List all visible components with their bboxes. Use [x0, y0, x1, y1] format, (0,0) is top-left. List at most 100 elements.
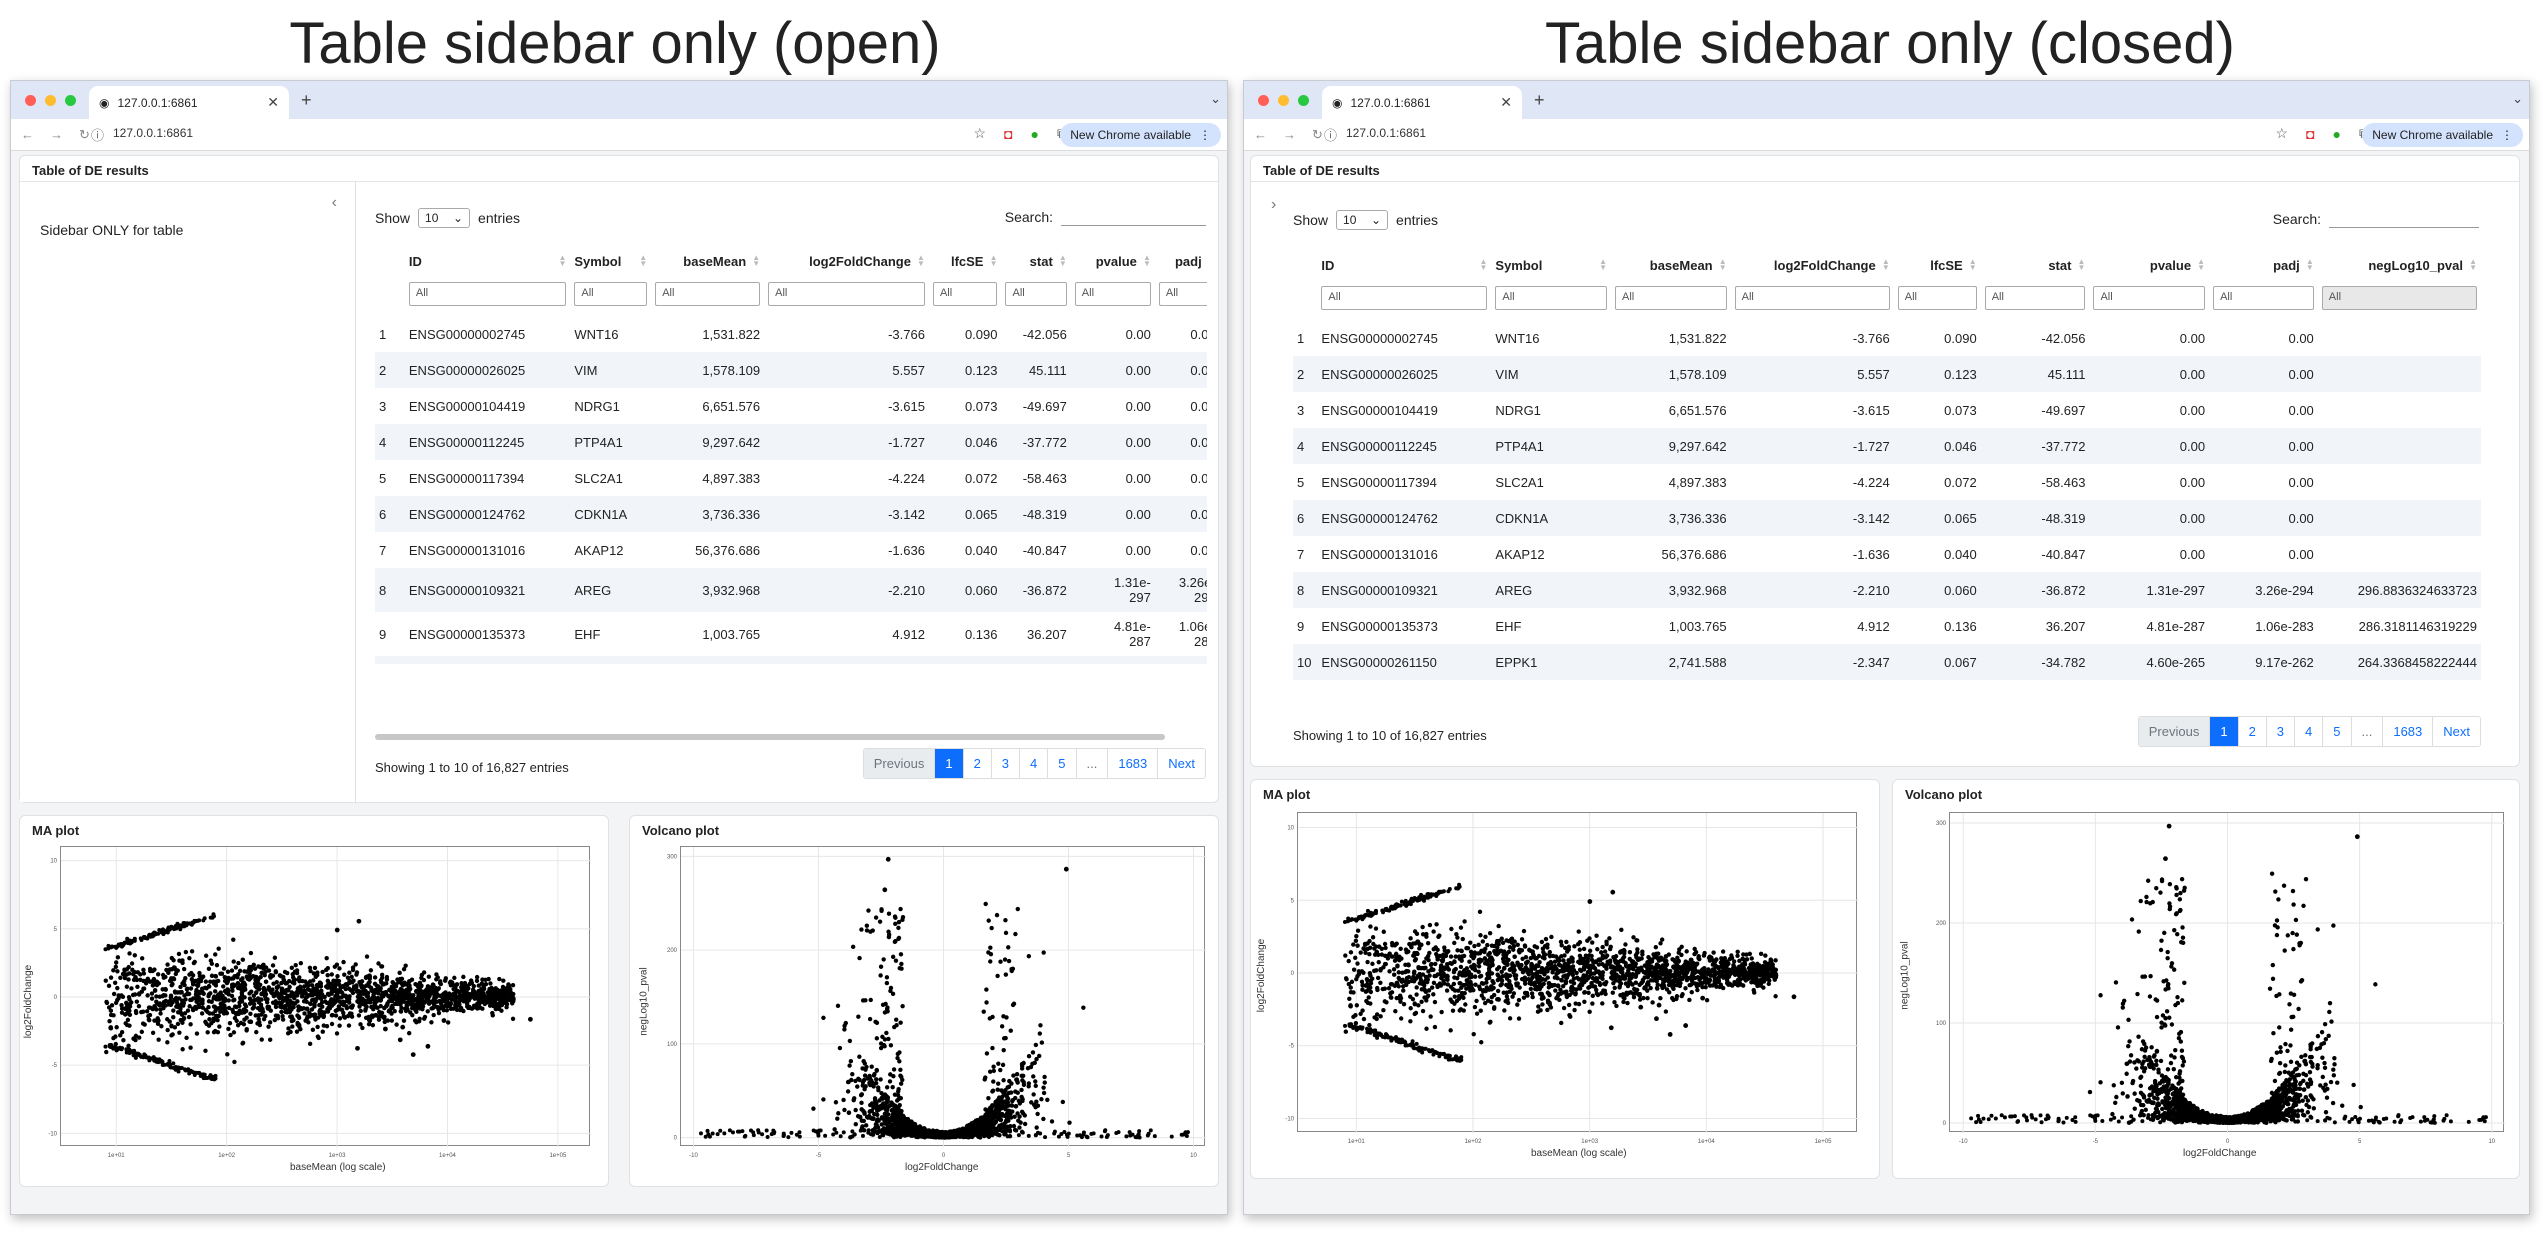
- column-header-Symbol[interactable]: Symbol ▲ ▼: [570, 244, 651, 278]
- filter-input-Symbol[interactable]: All: [1495, 286, 1608, 310]
- column-header-lfcSE[interactable]: lfcSE ▲ ▼: [929, 244, 1002, 278]
- column-header-negLog10_pval[interactable]: negLog10_pval ▲ ▼: [2318, 248, 2481, 282]
- filter-input-ID[interactable]: All: [1321, 286, 1488, 310]
- filter-input-stat[interactable]: All: [1984, 286, 2086, 310]
- column-header-padj[interactable]: padj▲▼: [1155, 244, 1207, 278]
- page-length-select[interactable]: 10 ⌄: [1336, 210, 1389, 230]
- forward-icon[interactable]: →: [50, 127, 63, 142]
- table-row[interactable]: 4 ENSG00000112245 PTP4A1 9,297.642 -1.727 0.0…: [375, 424, 1207, 460]
- previous-page-button[interactable]: Previous: [863, 749, 935, 778]
- table-row[interactable]: 9 ENSG00000135373 EHF 1,003.765 4.912 0.136 36…: [375, 612, 1207, 656]
- filter-input-lfcSE[interactable]: All: [1897, 286, 1977, 310]
- close-tab-icon[interactable]: ✕: [1500, 94, 1512, 110]
- filter-input-padj[interactable]: All: [1158, 282, 1207, 306]
- table-row[interactable]: 6 ENSG00000124762 CDKN1A 3,736.336 -3.142 0.0…: [1293, 500, 2481, 536]
- reload-icon[interactable]: ↻: [79, 127, 90, 142]
- close-window-button[interactable]: [1258, 95, 1269, 106]
- page-5-button[interactable]: 5: [1047, 749, 1076, 778]
- filter-input-log2FoldChange[interactable]: All: [1734, 286, 1890, 310]
- column-header-pvalue[interactable]: pvalue ▲ ▼: [2089, 248, 2209, 282]
- close-tab-icon[interactable]: ✕: [267, 94, 279, 110]
- bookmark-star-icon[interactable]: ☆: [973, 125, 987, 141]
- zoom-window-button[interactable]: [1298, 95, 1309, 106]
- filter-input-negLog10_pval[interactable]: All: [2321, 286, 2477, 310]
- column-header-stat[interactable]: stat ▲ ▼: [1981, 248, 2090, 282]
- table-row[interactable]: 2 ENSG00000026025 VIM 1,578.109 5.557 0.123 45…: [1293, 356, 2481, 392]
- page-1683-button[interactable]: 1683: [1107, 749, 1158, 778]
- table-row[interactable]: 8 ENSG00000109321 AREG 3,932.968 -2.210 0.060…: [375, 568, 1207, 612]
- column-header-stat[interactable]: stat ▲ ▼: [1001, 244, 1070, 278]
- minimize-window-button[interactable]: [1278, 95, 1289, 106]
- filter-input-baseMean[interactable]: All: [655, 282, 761, 306]
- page-length-select[interactable]: 10 ⌄: [418, 208, 471, 228]
- new-tab-icon[interactable]: +: [301, 90, 312, 110]
- table-row[interactable]: 4 ENSG00000112245 PTP4A1 9,297.642 -1.727 0.0…: [1293, 428, 2481, 464]
- back-icon[interactable]: ←: [1254, 127, 1267, 142]
- url-text[interactable]: 127.0.0.1:6861: [1346, 126, 1427, 140]
- new-chrome-available-button[interactable]: New Chrome available ⋮: [1060, 123, 1221, 147]
- column-header-log2FoldChange[interactable]: log2FoldChange ▲ ▼: [1731, 248, 1894, 282]
- page-3-button[interactable]: 3: [990, 749, 1020, 778]
- column-header-ID[interactable]: ID ▲ ▼: [405, 244, 571, 278]
- search-input[interactable]: [2329, 210, 2479, 228]
- new-tab-icon[interactable]: +: [1534, 90, 1545, 110]
- site-info-icon[interactable]: ⓘ: [1324, 128, 1338, 143]
- column-header-lfcSE[interactable]: lfcSE ▲ ▼: [1894, 248, 1981, 282]
- zoom-window-button[interactable]: [65, 95, 76, 106]
- column-header-pvalue[interactable]: pvalue ▲ ▼: [1071, 244, 1155, 278]
- column-header-log2FoldChange[interactable]: log2FoldChange ▲ ▼: [764, 244, 929, 278]
- table-row[interactable]: 1 ENSG00000002745 WNT16 1,531.822 -3.766 0.09…: [1293, 320, 2481, 356]
- page-5-button[interactable]: 5: [2322, 717, 2351, 746]
- expand-sidebar-chevron-icon[interactable]: ›: [1271, 196, 1277, 213]
- table-row[interactable]: 5 ENSG00000117394 SLC2A1 4,897.383 -4.224 0.0…: [375, 460, 1207, 496]
- next-page-button[interactable]: Next: [1157, 749, 1205, 778]
- table-row[interactable]: 8 ENSG00000109321 AREG 3,932.968 -2.210 0.060…: [1293, 572, 2481, 608]
- table-row[interactable]: 10ENSG00000261150EPPK12,741.588-2.3470.0…: [375, 656, 1207, 664]
- tab-search-icon[interactable]: ⌄: [1210, 91, 1221, 106]
- page-1683-button[interactable]: 1683: [2382, 717, 2433, 746]
- new-chrome-available-button[interactable]: New Chrome available ⋮: [2362, 123, 2523, 147]
- filter-input-baseMean[interactable]: All: [1615, 286, 1727, 310]
- close-window-button[interactable]: [25, 95, 36, 106]
- browser-tab[interactable]: ◉ 127.0.0.1:6861 ✕: [89, 86, 289, 119]
- filter-input-padj[interactable]: All: [2213, 286, 2314, 310]
- bookmark-star-icon[interactable]: ☆: [2275, 125, 2289, 141]
- column-header-padj[interactable]: padj▲▼: [2209, 248, 2318, 282]
- forward-icon[interactable]: →: [1283, 127, 1296, 142]
- table-row[interactable]: 6 ENSG00000124762 CDKN1A 3,736.336 -3.142 0.0…: [375, 496, 1207, 532]
- search-input[interactable]: [1061, 208, 1206, 226]
- page-3-button[interactable]: 3: [2265, 717, 2295, 746]
- extension-icon[interactable]: ●: [2332, 125, 2341, 142]
- filter-input-log2FoldChange[interactable]: All: [768, 282, 925, 306]
- page-4-button[interactable]: 4: [2294, 717, 2323, 746]
- horizontal-scrollbar[interactable]: [375, 734, 1165, 740]
- table-row[interactable]: 9 ENSG00000135373 EHF 1,003.765 4.912 0.136 36…: [1293, 608, 2481, 644]
- filter-input-Symbol[interactable]: All: [574, 282, 648, 306]
- site-info-icon[interactable]: ⓘ: [91, 128, 105, 143]
- url-text[interactable]: 127.0.0.1:6861: [113, 126, 194, 140]
- page-2-button[interactable]: 2: [962, 749, 991, 778]
- table-row[interactable]: 3 ENSG00000104419 NDRG1 6,651.576 -3.615 0.07…: [1293, 392, 2481, 428]
- filter-input-pvalue[interactable]: All: [1074, 282, 1151, 306]
- filter-input-ID[interactable]: All: [408, 282, 567, 306]
- column-header-ID[interactable]: ID ▲ ▼: [1317, 248, 1491, 282]
- table-row[interactable]: 7 ENSG00000131016 AKAP12 56,376.686 -1.636 0.…: [1293, 536, 2481, 572]
- collapse-sidebar-chevron-icon[interactable]: ‹: [331, 194, 337, 211]
- filter-input-lfcSE[interactable]: All: [932, 282, 998, 306]
- filter-input-pvalue[interactable]: All: [2093, 286, 2206, 310]
- browser-tab[interactable]: ◉ 127.0.0.1:6861 ✕: [1322, 86, 1522, 119]
- column-header-Symbol[interactable]: Symbol ▲ ▼: [1491, 248, 1611, 282]
- table-row[interactable]: 1 ENSG00000002745 WNT16 1,531.822 -3.766 0.09…: [375, 316, 1207, 352]
- next-page-button[interactable]: Next: [2432, 717, 2480, 746]
- minimize-window-button[interactable]: [45, 95, 56, 106]
- filter-input-stat[interactable]: All: [1005, 282, 1067, 306]
- extension-icon[interactable]: ●: [1030, 125, 1039, 142]
- back-icon[interactable]: ←: [21, 127, 34, 142]
- page-4-button[interactable]: 4: [1019, 749, 1048, 778]
- page-1-button[interactable]: 1: [2209, 717, 2238, 746]
- tab-search-icon[interactable]: ⌄: [2512, 91, 2523, 106]
- extension-icon[interactable]: ◘: [1004, 125, 1013, 142]
- page-1-button[interactable]: 1: [934, 749, 963, 778]
- table-row[interactable]: 7 ENSG00000131016 AKAP12 56,376.686 -1.636 0.…: [375, 532, 1207, 568]
